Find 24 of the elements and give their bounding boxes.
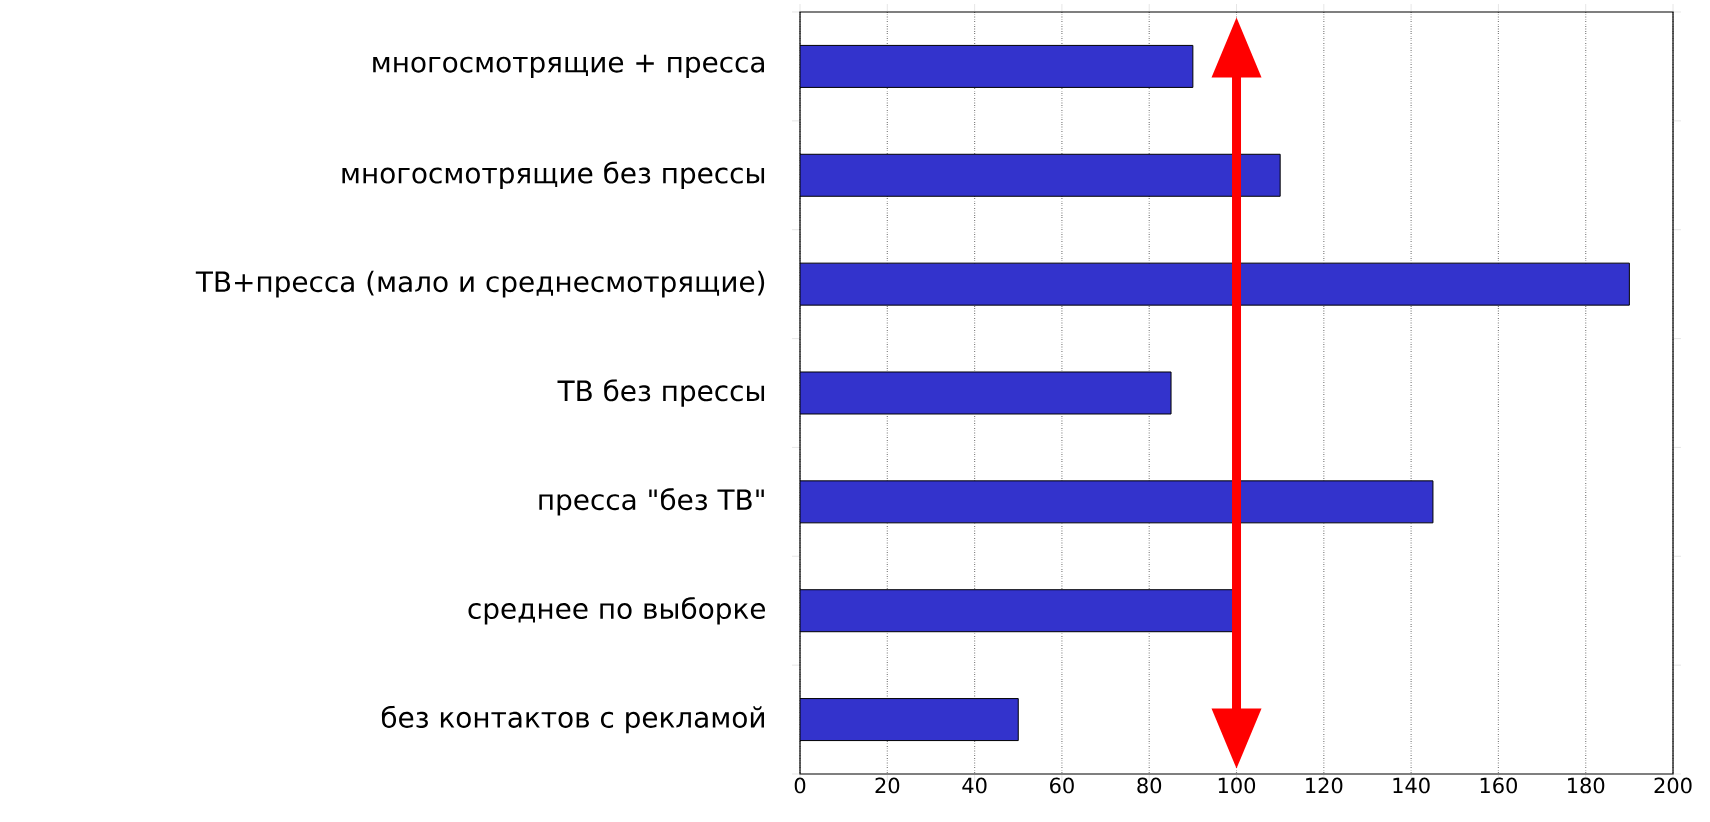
- bar: [800, 44, 1194, 88]
- bar: [800, 153, 1281, 197]
- y-tick-label: среднее по выборке: [468, 596, 765, 625]
- bar: [800, 262, 1630, 306]
- x-tick-label: 0: [794, 777, 806, 794]
- y-tick-label: ТВ+пресса (мало и среднесмотрящие): [195, 270, 765, 298]
- y-tick-label: ТВ без прессы: [557, 379, 765, 407]
- x-tick-label: 140: [1393, 777, 1430, 794]
- x-tick-label: 160: [1480, 777, 1517, 794]
- bar: [800, 480, 1434, 524]
- y-tick-label: многосмотрящие + пресса: [373, 54, 764, 79]
- y-tick-label: пресса "без ТВ": [539, 488, 764, 516]
- x-tick-label: 20: [875, 777, 900, 794]
- x-tick-label: 120: [1306, 777, 1343, 794]
- x-tick-label: 180: [1568, 777, 1605, 794]
- x-tick-label: 80: [1137, 777, 1162, 794]
- y-tick-label: многосмотрящие без прессы: [342, 161, 765, 190]
- bar: [800, 698, 1019, 742]
- x-tick-label: 200: [1654, 777, 1692, 794]
- x-tick-label: 40: [962, 777, 987, 794]
- x-tick-label: 60: [1050, 777, 1074, 794]
- x-tick-label: 100: [1218, 777, 1256, 794]
- y-tick-label: без контактов с рекламой: [381, 705, 764, 734]
- bar: [800, 371, 1172, 415]
